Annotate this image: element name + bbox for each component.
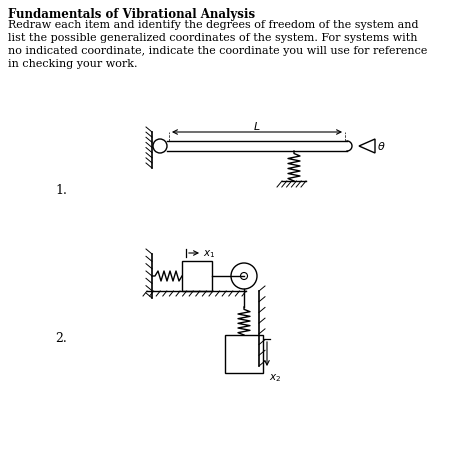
Text: $L$: $L$ [253,120,261,132]
Text: $x_1$: $x_1$ [203,248,215,259]
Text: Fundamentals of Vibrational Analysis: Fundamentals of Vibrational Analysis [8,8,255,21]
Text: Redraw each item and identify the degrees of freedom of the system and: Redraw each item and identify the degree… [8,20,418,30]
Text: no indicated coordinate, indicate the coordinate you will use for reference: no indicated coordinate, indicate the co… [8,46,427,56]
Text: $x_2$: $x_2$ [269,371,281,383]
Bar [182,262,212,291]
Text: 1.: 1. [55,184,67,197]
Text: list the possible generalized coordinates of the system. For systems with: list the possible generalized coordinate… [8,33,418,43]
Text: 2.: 2. [55,331,67,344]
Text: $\theta$: $\theta$ [377,140,385,152]
Text: in checking your work.: in checking your work. [8,59,138,69]
Bar [225,335,263,373]
